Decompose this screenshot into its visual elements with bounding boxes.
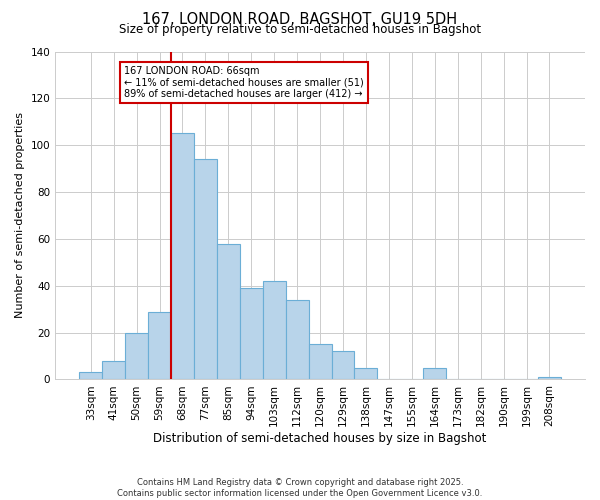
- Bar: [355, 368, 377, 380]
- Text: 167, LONDON ROAD, BAGSHOT, GU19 5DH: 167, LONDON ROAD, BAGSHOT, GU19 5DH: [142, 12, 458, 28]
- Y-axis label: Number of semi-detached properties: Number of semi-detached properties: [15, 112, 25, 318]
- Bar: [308, 344, 332, 380]
- Bar: [423, 368, 446, 380]
- Bar: [102, 360, 125, 380]
- Text: Contains HM Land Registry data © Crown copyright and database right 2025.
Contai: Contains HM Land Registry data © Crown c…: [118, 478, 482, 498]
- Bar: [240, 288, 263, 380]
- X-axis label: Distribution of semi-detached houses by size in Bagshot: Distribution of semi-detached houses by …: [154, 432, 487, 445]
- Bar: [538, 377, 561, 380]
- Bar: [125, 332, 148, 380]
- Text: Size of property relative to semi-detached houses in Bagshot: Size of property relative to semi-detach…: [119, 22, 481, 36]
- Bar: [79, 372, 102, 380]
- Bar: [171, 134, 194, 380]
- Text: 167 LONDON ROAD: 66sqm
← 11% of semi-detached houses are smaller (51)
89% of sem: 167 LONDON ROAD: 66sqm ← 11% of semi-det…: [124, 66, 364, 100]
- Bar: [194, 160, 217, 380]
- Bar: [286, 300, 308, 380]
- Bar: [217, 244, 240, 380]
- Bar: [148, 312, 171, 380]
- Bar: [263, 281, 286, 380]
- Bar: [332, 352, 355, 380]
